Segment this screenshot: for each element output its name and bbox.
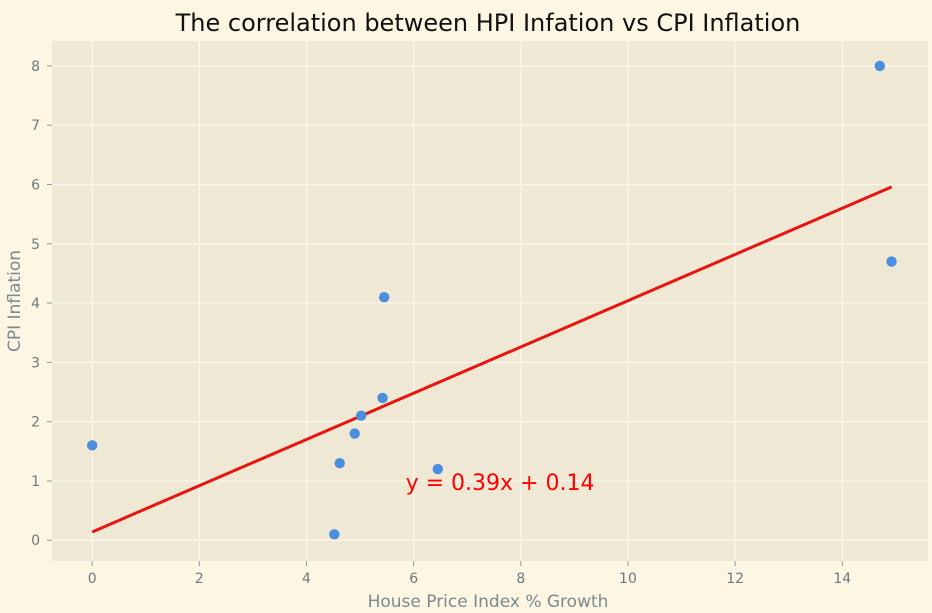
x-tick-label: 4	[302, 571, 311, 587]
y-tick-label: 0	[31, 533, 40, 549]
chart-title: The correlation between HPI Infation vs …	[175, 9, 801, 37]
x-tick-label: 14	[833, 571, 851, 587]
y-tick-label: 6	[31, 177, 40, 193]
scatter-point	[874, 60, 885, 72]
y-tick-label: 7	[31, 118, 40, 134]
scatter-point	[377, 392, 388, 404]
plot-area	[52, 41, 928, 561]
scatter-point	[432, 463, 443, 475]
scatter-point	[378, 291, 390, 303]
regression-equation: y = 0.39x + 0.14	[406, 471, 595, 496]
y-axis-label: CPI Inflation	[5, 250, 25, 352]
scatter-point	[329, 529, 340, 540]
y-tick-label: 4	[31, 296, 40, 312]
x-tick-label: 6	[409, 571, 418, 587]
y-tick-label: 2	[31, 415, 40, 431]
x-tick-label: 8	[516, 571, 525, 587]
y-tick-label: 8	[31, 59, 40, 75]
grid	[52, 41, 928, 561]
x-axis-label: House Price Index % Growth	[368, 592, 609, 612]
x-tick-label: 10	[619, 571, 637, 587]
y-tick-label: 5	[31, 237, 40, 253]
trendline-layer	[91, 185, 893, 534]
data-points	[86, 60, 897, 540]
y-tick-label: 3	[31, 355, 40, 371]
y-tick-label: 1	[31, 474, 40, 490]
scatter-point	[886, 256, 897, 267]
annotations: y = 0.39x + 0.14	[406, 471, 595, 496]
scatter-point	[355, 410, 367, 421]
scatter-point	[86, 440, 98, 451]
scatter-point	[334, 457, 345, 469]
trendline	[91, 185, 893, 534]
x-tick-label: 0	[88, 571, 97, 587]
x-tick-label: 12	[726, 571, 744, 587]
x-tick-label: 2	[195, 571, 204, 587]
scatter-point	[349, 428, 360, 439]
